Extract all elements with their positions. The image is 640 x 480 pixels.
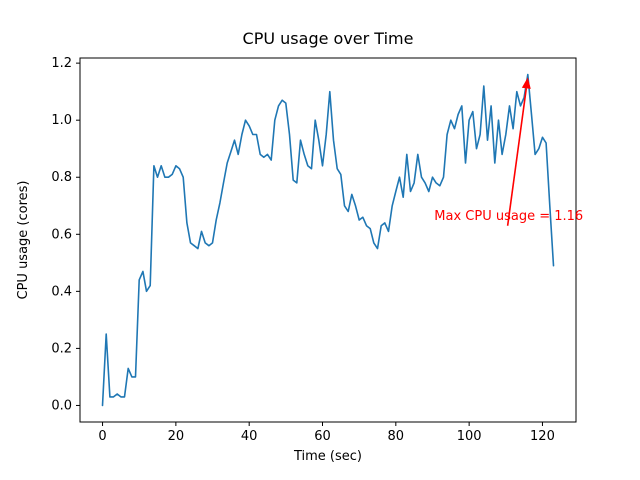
x-tick-label: 20 [168,429,185,444]
x-axis-label: Time (sec) [293,449,362,464]
x-tick-label: 0 [98,429,106,444]
y-tick-label: 0.2 [51,341,72,356]
annotation-text: Max CPU usage = 1.16 [434,209,583,224]
y-tick-label: 0.6 [51,227,72,242]
chart-title: CPU usage over Time [243,29,414,48]
x-tick-label: 100 [457,429,482,444]
x-tick-label: 60 [314,429,331,444]
cpu-usage-line [101,73,555,407]
plot-border [79,57,577,423]
y-tick-label: 1.2 [51,56,72,71]
y-tick-label: 1.0 [51,113,72,128]
y-tick-label: 0.0 [51,398,72,413]
y-axis-label: CPU usage (cores) [16,181,31,300]
annotation-arrow-head [521,77,531,89]
x-tick-label: 120 [530,429,555,444]
x-tick-label: 80 [388,429,405,444]
annotation-arrow-shaft [506,88,528,226]
y-tick-label: 0.8 [51,170,72,185]
x-tick-label: 40 [241,429,258,444]
y-tick-label: 0.4 [51,284,72,299]
